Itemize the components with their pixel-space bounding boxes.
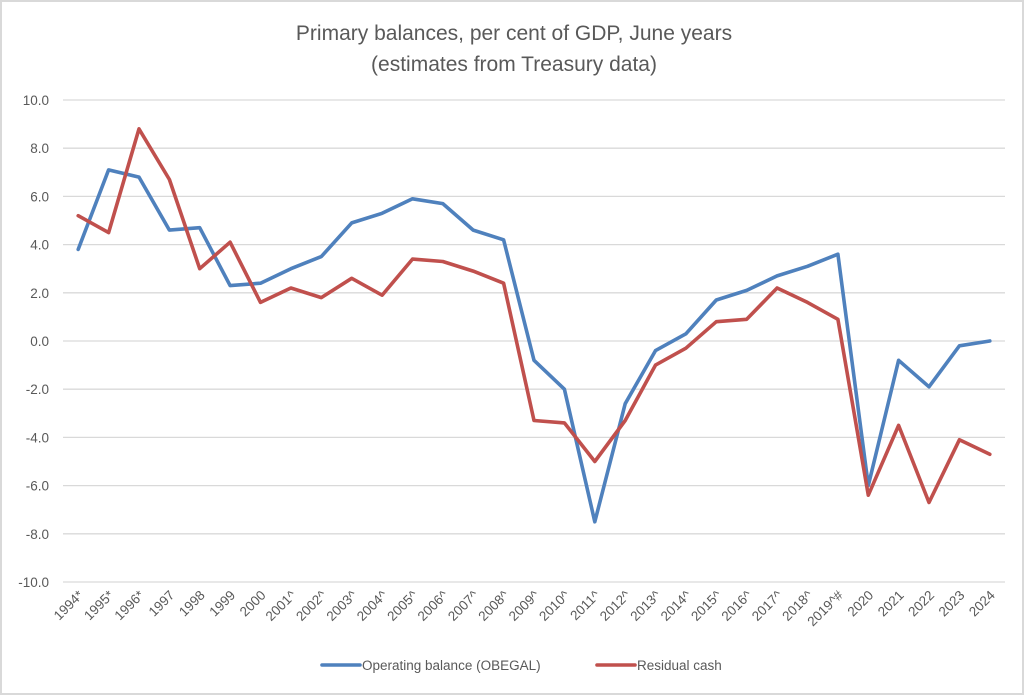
x-tick-label: 2008^ [475,587,512,624]
x-tick-label: 2014^ [658,587,695,624]
x-tick-label: 1996* [112,587,148,623]
x-tick-label: 1997 [146,588,178,620]
series-line-operating-balance [78,170,990,522]
x-tick-label: 2017^ [749,587,786,624]
y-axis-labels: 10.0 8.0 6.0 4.0 2.0 0.0 -2.0 -4.0 -6.0 -8.0 -10.0 [18,93,49,590]
gridlines [63,100,1005,582]
x-tick-label: 2024 [966,587,998,619]
x-tick-label: 1995* [81,587,117,623]
x-tick-label: 1998 [176,588,208,620]
chart-subtitle: (estimates from Treasury data) [371,53,657,76]
legend-label: Operating balance (OBEGAL) [362,658,541,673]
x-tick-label: 2023 [936,588,968,620]
x-tick-label: 2007^ [445,587,482,624]
x-tick-label: 2013^ [627,587,664,624]
series-lines [78,129,990,522]
x-tick-label: 2020 [845,588,877,620]
y-tick-label: 8.0 [30,141,49,156]
x-tick-label: 2021 [875,588,907,620]
y-tick-label: 6.0 [30,189,49,204]
x-axis-labels: 1994*1995*1996*19971998199920002001^2002… [51,587,999,629]
y-tick-label: 2.0 [30,286,49,301]
y-tick-label: -6.0 [26,479,49,494]
x-tick-label: 1994* [51,587,87,623]
x-tick-label: 2012^ [597,587,634,624]
x-tick-label: 2016^ [719,587,756,624]
y-tick-label: 10.0 [23,93,49,108]
x-tick-label: 2022 [905,588,937,620]
chart-title: Primary balances, per cent of GDP, June … [296,22,732,45]
y-tick-label: -2.0 [26,382,49,397]
x-tick-label: 2001^ [263,587,300,624]
y-tick-label: -10.0 [18,575,49,590]
legend: Operating balance (OBEGAL) Residual cash [322,658,722,673]
x-tick-label: 2003^ [323,587,360,624]
y-tick-label: -8.0 [26,527,49,542]
legend-label: Residual cash [637,658,722,673]
x-tick-label: 2015^ [688,587,725,624]
legend-item: Operating balance (OBEGAL) [322,658,541,673]
x-tick-label: 2006^ [415,587,452,624]
x-tick-label: 2010^ [536,587,573,624]
y-tick-label: 4.0 [30,238,49,253]
legend-item: Residual cash [597,658,722,673]
x-tick-label: 2005^ [384,587,421,624]
x-tick-label: 2002^ [293,587,330,624]
y-tick-label: 0.0 [30,334,49,349]
x-tick-label: 1999 [206,588,238,620]
series-line-residual-cash [78,129,990,503]
x-tick-label: 2004^ [354,587,391,624]
x-tick-label: 2009^ [506,587,543,624]
y-tick-label: -4.0 [26,430,49,445]
x-tick-label: 2011^ [567,587,603,623]
